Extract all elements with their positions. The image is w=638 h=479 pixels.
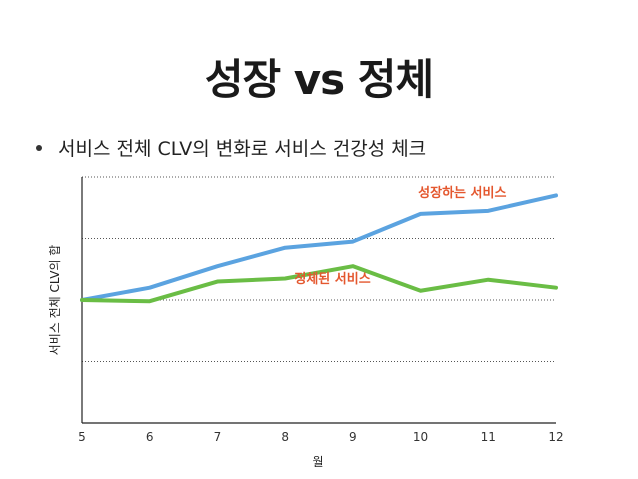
- bullet-item: 서비스 전체 CLV의 변화로 서비스 건강성 체크: [36, 134, 426, 161]
- x-tick-label: 11: [481, 430, 496, 444]
- x-tick-label: 9: [349, 430, 357, 444]
- annotation-1: 성장하는 서비스: [418, 185, 506, 201]
- series-line-1: [80, 193, 558, 302]
- x-tick-label: 12: [548, 430, 563, 444]
- x-tick-label: 7: [214, 430, 222, 444]
- x-tick-label: 5: [78, 430, 86, 444]
- x-tick-label: 8: [281, 430, 289, 444]
- bullet-dot-icon: [36, 144, 42, 151]
- y-axis-label: 서비스 전체 CLV의 합: [48, 245, 62, 356]
- bullet-text: 서비스 전체 CLV의 변화로 서비스 건강성 체크: [58, 138, 427, 160]
- x-axis-label: 월: [312, 455, 323, 469]
- series-line-2: [80, 264, 558, 304]
- x-tick-label: 6: [146, 430, 154, 444]
- slide-title: 성장 vs 정체: [204, 55, 434, 104]
- annotation-2: 정체된 서비스: [294, 271, 370, 287]
- x-tick-label: 10: [413, 430, 428, 444]
